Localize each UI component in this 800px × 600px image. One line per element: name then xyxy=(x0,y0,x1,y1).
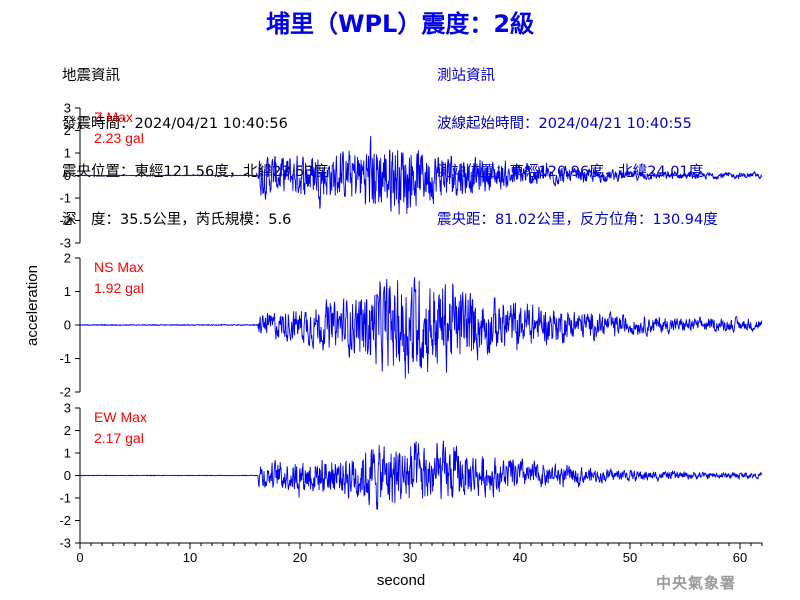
waveform-ns xyxy=(79,277,763,379)
y-tick-label-ew: 1 xyxy=(64,446,71,461)
y-tick-label-ew: 3 xyxy=(64,401,71,416)
depth-magnitude: 深 度：35.5公里，芮氏規模：5.6 xyxy=(62,212,292,228)
y-axis-label: acceleration xyxy=(24,265,41,346)
x-tick-label: 20 xyxy=(293,550,307,565)
y-tick-label-ns: -1 xyxy=(59,351,71,366)
origin-time: 發震時間：2024/04/21 10:40:56 xyxy=(62,116,288,132)
x-tick-label: 50 xyxy=(623,550,637,565)
y-tick-label-ns: 2 xyxy=(64,251,71,266)
distance-azimuth: 震央距：81.02公里，反方位角：130.94度 xyxy=(437,212,718,228)
y-tick-label-z: 1 xyxy=(64,146,71,161)
series-label-ew: EW Max xyxy=(94,409,147,425)
x-tick-label: 60 xyxy=(733,550,747,565)
peak-label-ew: 2.17 gal xyxy=(94,430,144,446)
y-tick-label-z: -2 xyxy=(59,213,71,228)
arrival-time: 波線起始時間：2024/04/21 10:40:55 xyxy=(437,116,692,132)
y-tick-label-ns: -2 xyxy=(59,385,71,400)
y-tick-label-ew: 2 xyxy=(64,423,71,438)
chart-title: 埔里（WPL）震度：2級 xyxy=(265,10,535,38)
y-tick-label-ew: -2 xyxy=(59,513,71,528)
peak-label-ns: 1.92 gal xyxy=(94,280,144,296)
station-info-heading: 測站資訊 xyxy=(437,68,495,84)
y-tick-label-z: -3 xyxy=(59,236,71,251)
y-tick-label-z: 2 xyxy=(64,123,71,138)
y-tick-label-z: 0 xyxy=(64,168,71,183)
series-label-ns: NS Max xyxy=(94,259,144,275)
peak-label-z: 2.23 gal xyxy=(94,130,144,146)
series-label-z: Z Max xyxy=(94,109,133,125)
earthquake-info-heading: 地震資訊 xyxy=(62,68,120,84)
x-tick-label: 40 xyxy=(513,550,527,565)
y-tick-label-ew: 0 xyxy=(64,468,71,483)
y-tick-label-ns: 0 xyxy=(64,318,71,333)
x-tick-label: 0 xyxy=(76,550,83,565)
y-tick-label-ew: -1 xyxy=(59,491,71,506)
credit-label: 中央氣象署 xyxy=(656,574,737,592)
x-tick-label: 10 xyxy=(183,550,197,565)
waveform-ew xyxy=(79,440,763,510)
y-tick-label-ns: 1 xyxy=(64,284,71,299)
x-axis-label: second xyxy=(377,572,425,589)
y-tick-label-z: 3 xyxy=(64,101,71,116)
y-tick-label-z: -1 xyxy=(59,191,71,206)
waveform-z xyxy=(79,136,763,215)
station-info-block: 測站資訊 波線起始時間：2024/04/21 10:40:55 測站位置：東經1… xyxy=(437,36,718,244)
y-tick-label-ew: -3 xyxy=(59,536,71,551)
x-tick-label: 30 xyxy=(403,550,417,565)
